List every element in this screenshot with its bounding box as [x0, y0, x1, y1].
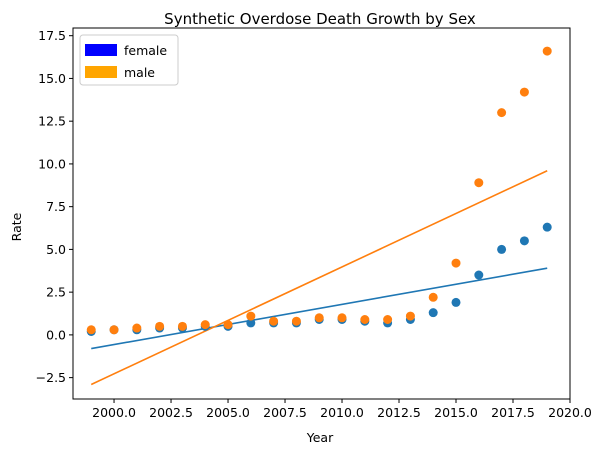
male-point: [383, 315, 393, 324]
female-point: [497, 244, 507, 254]
x-tick-label: 2015.0: [434, 405, 478, 420]
y-tick-label: 0.0: [46, 327, 66, 342]
female-legend-swatch: [85, 44, 117, 56]
male-point: [269, 316, 279, 326]
female-point: [474, 270, 484, 280]
male-point: [497, 108, 507, 118]
female-legend-label: female: [124, 43, 167, 58]
male-point: [337, 313, 347, 323]
x-tick-label: 2020.0: [548, 405, 592, 420]
x-tick-label: 2002.5: [149, 405, 193, 420]
male-trend-line: [90, 170, 548, 386]
x-axis-label: Year: [306, 430, 334, 445]
male-point: [360, 315, 370, 324]
y-tick-label: 10.0: [38, 156, 66, 171]
x-tick-label: 2012.5: [377, 405, 421, 420]
male-point: [474, 178, 484, 188]
male-point: [246, 311, 256, 321]
male-legend-swatch: [85, 66, 117, 78]
plot-area: [86, 46, 552, 386]
male-point: [109, 325, 119, 335]
female-trend-line: [91, 267, 548, 350]
female-point: [451, 297, 461, 307]
male-point: [291, 316, 301, 326]
y-tick-label: 5.0: [46, 242, 66, 257]
female-point: [542, 222, 552, 232]
x-tick-label: 2000.0: [92, 405, 136, 420]
female-point: [428, 308, 438, 318]
male-point: [428, 292, 438, 302]
y-tick-label: 17.5: [38, 28, 66, 43]
x-tick-label: 2010.0: [320, 405, 364, 420]
male-point: [314, 313, 324, 323]
x-tick-label: 2007.5: [263, 405, 307, 420]
x-axis: 2000.0 2002.5 2005.0 2007.5 2010.0 2012.5 2015…: [92, 399, 592, 420]
male-point: [405, 311, 415, 321]
male-point: [519, 87, 529, 97]
male-point: [223, 320, 233, 330]
x-tick-label: 2017.5: [491, 405, 535, 420]
y-tick-label: 7.5: [46, 199, 66, 214]
female-point: [519, 236, 529, 246]
chart-title: Synthetic Overdose Death Growth by Sex: [164, 10, 476, 28]
y-tick-label: −2.5: [36, 370, 66, 385]
male-point: [155, 321, 165, 331]
male-point: [451, 258, 461, 268]
x-tick-label: 2005.0: [206, 405, 250, 420]
y-axis: −2.5 0.0 2.5 5.0 7.5 10.0 12.5 15.0 17.5: [36, 28, 73, 385]
y-axis-label: Rate: [9, 212, 24, 241]
male-point: [542, 46, 552, 56]
axes-frame: [72, 27, 571, 400]
male-point: [86, 325, 96, 335]
male-point: [200, 320, 210, 330]
y-tick-label: 12.5: [38, 114, 66, 129]
male-legend-label: male: [124, 65, 155, 80]
male-point: [132, 323, 142, 333]
male-point: [177, 321, 187, 331]
y-tick-label: 15.0: [38, 71, 66, 86]
y-tick-label: 2.5: [46, 285, 66, 300]
legend: female male: [79, 34, 179, 86]
female-point: [246, 318, 256, 328]
